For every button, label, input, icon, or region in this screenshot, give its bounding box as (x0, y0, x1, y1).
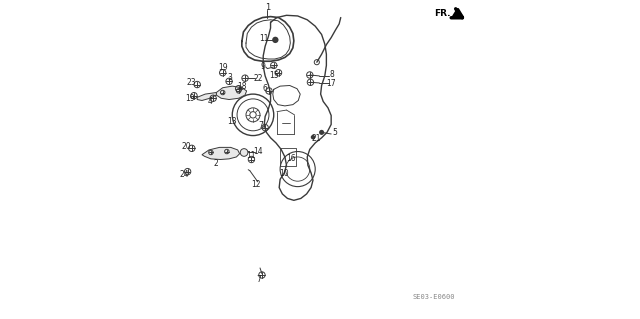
Text: 4: 4 (207, 97, 212, 106)
Text: 1: 1 (265, 4, 270, 12)
Text: 7: 7 (256, 275, 261, 284)
Circle shape (319, 130, 324, 135)
Text: 18: 18 (237, 82, 246, 91)
Text: 10: 10 (280, 169, 289, 178)
Text: 20: 20 (182, 142, 191, 151)
Text: 8: 8 (330, 70, 335, 79)
Text: 9: 9 (260, 62, 265, 71)
Text: 13: 13 (227, 117, 237, 126)
Text: SE03-E0600: SE03-E0600 (413, 294, 455, 300)
Polygon shape (197, 93, 216, 100)
Text: 6: 6 (262, 84, 268, 93)
Text: 3: 3 (228, 73, 232, 82)
Text: 19: 19 (218, 63, 227, 72)
Text: 12: 12 (251, 180, 260, 189)
Text: 2: 2 (214, 159, 219, 168)
Text: 19: 19 (185, 94, 195, 103)
Text: 17: 17 (326, 79, 336, 88)
Text: FR.: FR. (435, 9, 451, 18)
Circle shape (272, 37, 278, 43)
Text: 24: 24 (180, 170, 189, 179)
Text: 7: 7 (259, 121, 264, 130)
Text: 22: 22 (253, 74, 262, 83)
Circle shape (311, 135, 316, 139)
Text: 5: 5 (332, 128, 337, 137)
Polygon shape (216, 86, 246, 100)
Polygon shape (202, 147, 239, 160)
Text: 15: 15 (269, 71, 278, 80)
Text: 16: 16 (287, 154, 296, 163)
Text: 11: 11 (259, 34, 269, 43)
Circle shape (240, 149, 248, 156)
Text: 11: 11 (246, 151, 256, 160)
Text: 14: 14 (253, 147, 262, 156)
Text: 21: 21 (312, 134, 321, 143)
Text: 23: 23 (187, 78, 196, 87)
